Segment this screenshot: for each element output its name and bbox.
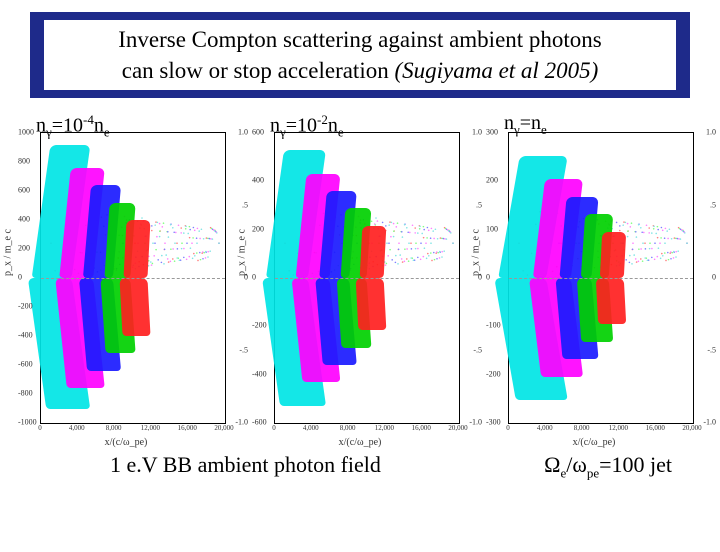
xtick: 8,000 — [106, 424, 122, 432]
ytick: 800 — [18, 157, 30, 166]
footer-row: 1 e.V BB ambient photon field Ωe/ωpe=100… — [0, 446, 720, 481]
xtick: 16,000 — [412, 424, 431, 432]
footer-left: 1 e.V BB ambient photon field — [110, 452, 381, 481]
title-bar: Inverse Compton scattering against ambie… — [30, 12, 690, 98]
ylabel: p_x / m_e c — [471, 229, 482, 276]
ytick: 600 — [18, 186, 30, 195]
title-line2-plain: can slow or stop acceleration — [122, 58, 395, 83]
series-lower — [596, 278, 626, 324]
ytick: -400 — [18, 331, 33, 340]
xlabel: x/(c/ω_pe) — [105, 437, 148, 448]
ytick: 400 — [252, 176, 264, 185]
ytick: 200 — [252, 224, 264, 233]
series-upper — [600, 232, 626, 278]
ytick: -200 — [486, 369, 501, 378]
ytick: -200 — [18, 302, 33, 311]
xtick: 20,000 — [448, 424, 467, 432]
xtick: 20,000 — [214, 424, 233, 432]
footer-right: Ωe/ωpe=100 jet — [544, 452, 672, 481]
xtick: 8,000 — [574, 424, 590, 432]
density-label: nγ=10-4ne — [36, 112, 110, 141]
ytick: 0 — [486, 273, 490, 282]
xtick: 4,000 — [537, 424, 553, 432]
title-line2-ital: (Sugiyama et al 2005) — [394, 58, 598, 83]
ytick: 0 — [252, 273, 256, 282]
ytick: 200 — [486, 176, 498, 185]
series-lower — [119, 278, 150, 336]
xtick: 12,000 — [609, 424, 628, 432]
ytick: -800 — [18, 389, 33, 398]
title-line1: Inverse Compton scattering against ambie… — [118, 27, 602, 52]
ytick: 1000 — [18, 128, 34, 137]
ytick: -400 — [252, 369, 267, 378]
rytick: .5 — [710, 200, 716, 209]
xtick: 12,000 — [141, 424, 160, 432]
rytick: -.5 — [707, 345, 716, 354]
xtick: 0 — [38, 424, 42, 432]
xtick: 0 — [506, 424, 510, 432]
ytick: 0 — [18, 273, 22, 282]
rytick: -1.0 — [703, 418, 716, 427]
xtick: 12,000 — [375, 424, 394, 432]
axes — [274, 132, 460, 424]
rytick: 0 — [712, 273, 716, 282]
ytick: -200 — [252, 321, 267, 330]
ytick: -1000 — [18, 418, 37, 427]
xtick: 16,000 — [646, 424, 665, 432]
xtick: 0 — [272, 424, 276, 432]
plots-row: nγ=10-4ne-1000-800-600-400-2000200400600… — [0, 106, 720, 446]
ytick: -600 — [18, 360, 33, 369]
axes — [508, 132, 694, 424]
xtick: 4,000 — [303, 424, 319, 432]
ytick: 200 — [18, 244, 30, 253]
series-upper — [123, 220, 150, 278]
axes — [40, 132, 226, 424]
xtick: 16,000 — [178, 424, 197, 432]
density-label: nγ=ne — [504, 112, 547, 138]
ytick: -600 — [252, 418, 267, 427]
ylabel: p_x / m_e c — [237, 229, 248, 276]
rytick: 1.0 — [706, 128, 716, 137]
density-label: nγ=10-2ne — [270, 112, 344, 141]
plot-cell: nγ=ne-300-200-1000100200300-1.0-.50.51.0… — [480, 106, 708, 446]
xtick: 8,000 — [340, 424, 356, 432]
xtick: 4,000 — [69, 424, 85, 432]
xlabel: x/(c/ω_pe) — [573, 437, 616, 448]
series-lower — [356, 278, 387, 330]
xlabel: x/(c/ω_pe) — [339, 437, 382, 448]
ytick: -100 — [486, 321, 501, 330]
zero-line — [41, 278, 225, 279]
title-text: Inverse Compton scattering against ambie… — [44, 20, 676, 90]
zero-line — [275, 278, 459, 279]
plot-cell: nγ=10-4ne -1000 -800 -600 -400 -200 0 200 400 600… — [12, 106, 240, 446]
xtick: 20,000 — [682, 424, 701, 432]
ytick: 300 — [486, 128, 498, 137]
ytick: 100 — [486, 224, 498, 233]
plot-cell: nγ=10-2ne-600-400-2000200400600-1.0-.50.… — [246, 106, 474, 446]
zero-line — [509, 278, 693, 279]
ylabel: p_x / m_e c — [3, 229, 14, 276]
series-upper — [360, 226, 387, 278]
ytick: 400 — [18, 215, 30, 224]
ytick: 600 — [252, 128, 264, 137]
ytick: -300 — [486, 418, 501, 427]
